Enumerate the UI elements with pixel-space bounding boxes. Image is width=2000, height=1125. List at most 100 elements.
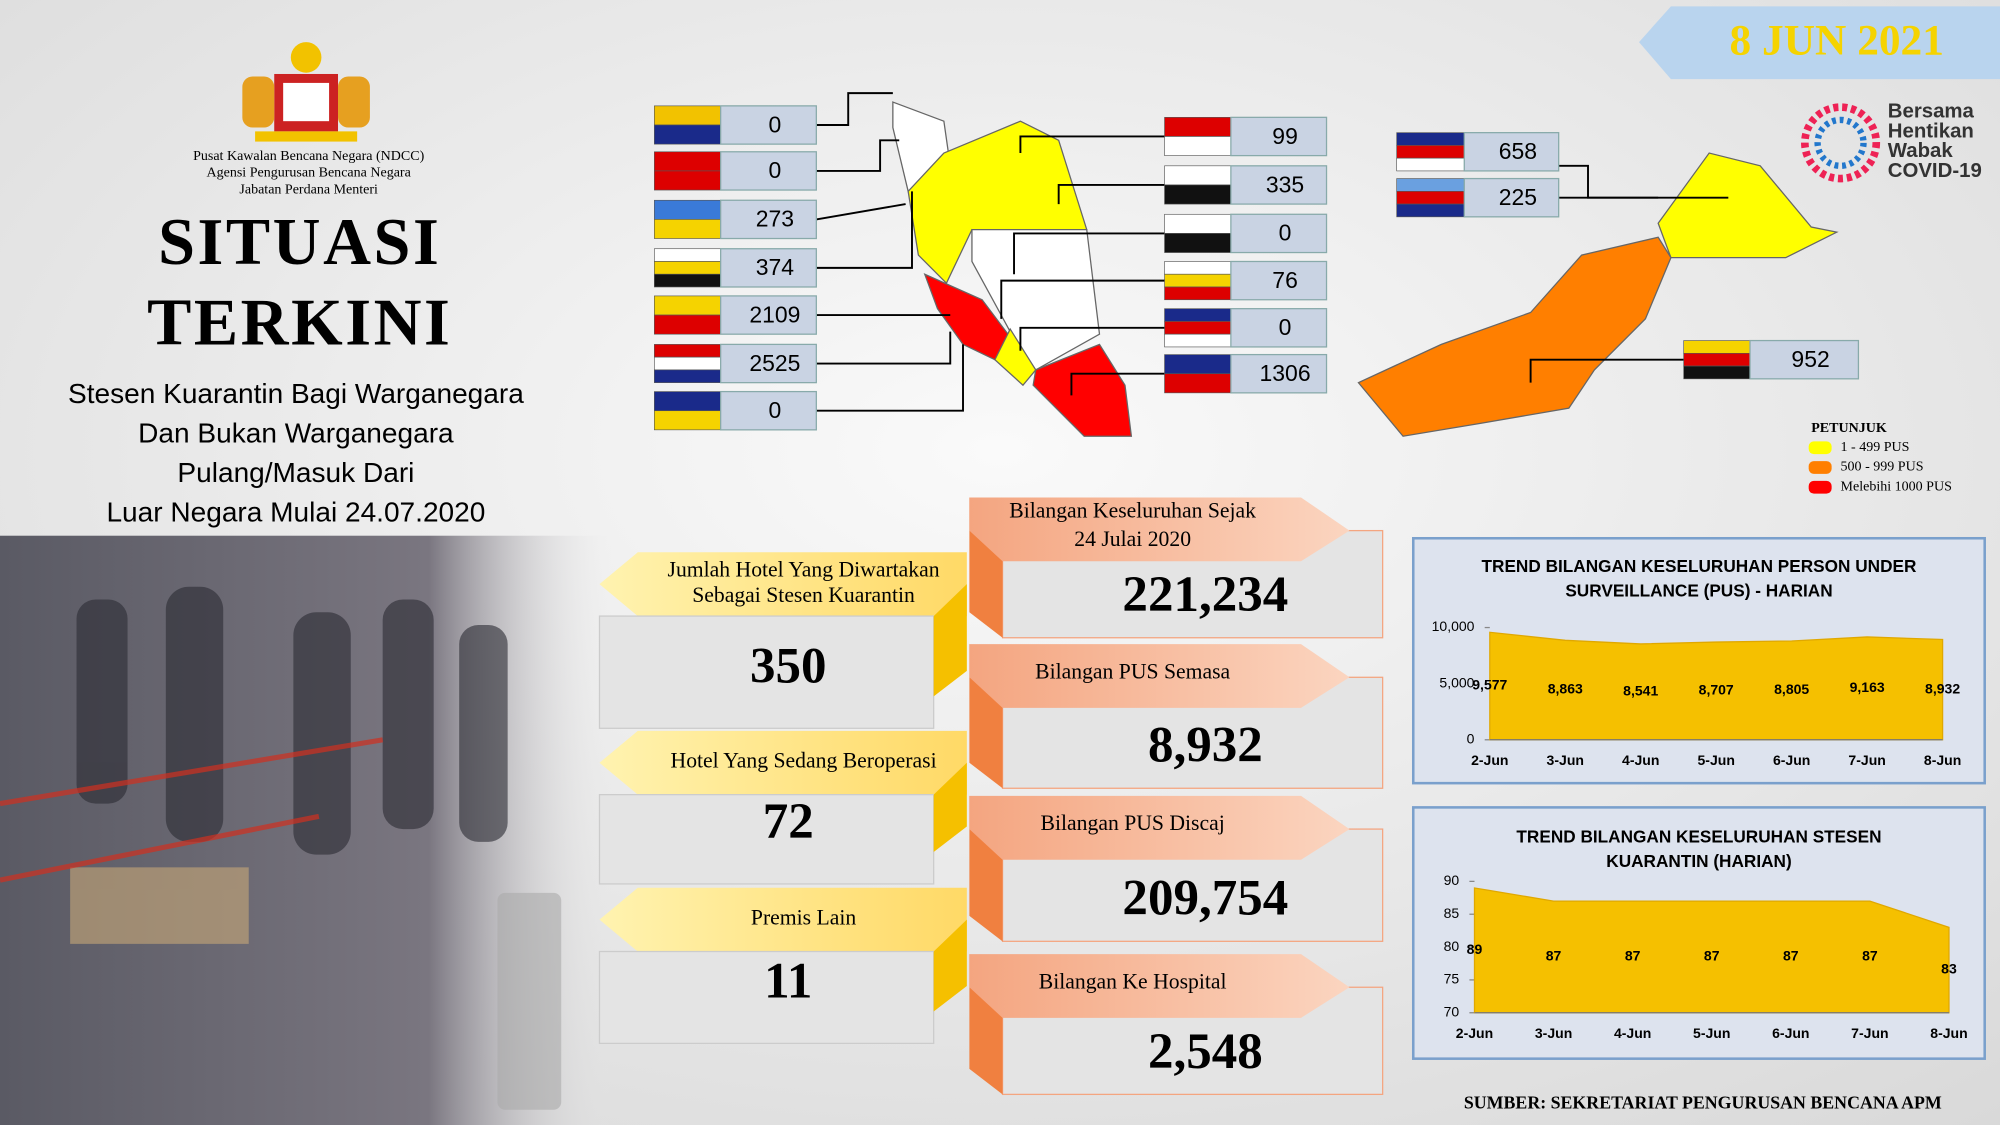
x-tick-label: 7-Jun bbox=[1848, 752, 1885, 768]
flag bbox=[1683, 352, 1751, 367]
flag bbox=[1164, 184, 1232, 205]
flag bbox=[654, 248, 721, 262]
data-label: 8,707 bbox=[1699, 682, 1734, 698]
stat-banner bbox=[599, 730, 967, 795]
y-tick-label: 0 bbox=[1467, 730, 1475, 746]
state-value: 225 bbox=[1499, 184, 1537, 210]
flag bbox=[654, 356, 721, 371]
state-value: 273 bbox=[756, 206, 794, 232]
logo-text: Hentikan bbox=[1888, 120, 1974, 142]
value-box bbox=[1230, 260, 1328, 301]
area bbox=[1473, 887, 1950, 1014]
y-tick-label: 75 bbox=[1444, 971, 1460, 987]
flag bbox=[1164, 233, 1232, 253]
stat-box bbox=[598, 794, 935, 885]
stat-value: 2,548 bbox=[1148, 1024, 1263, 1080]
y-tick-label: 10,000 bbox=[1432, 618, 1475, 634]
covid-logo-mark bbox=[1801, 103, 1881, 183]
flag bbox=[1396, 191, 1465, 205]
legend-swatch bbox=[1808, 480, 1832, 494]
legend-swatch bbox=[1808, 441, 1832, 455]
data-label: 8,541 bbox=[1623, 683, 1658, 699]
y-tick-label: 80 bbox=[1444, 938, 1460, 954]
stat-banner bbox=[969, 795, 1350, 860]
state-value: 2525 bbox=[749, 350, 800, 376]
flag bbox=[1164, 117, 1232, 137]
value-box bbox=[1463, 132, 1560, 172]
stat-banner bbox=[969, 644, 1350, 708]
x-tick-label: 4-Jun bbox=[1622, 752, 1659, 768]
stat-value: 209,754 bbox=[1122, 871, 1288, 927]
x-tick-label: 6-Jun bbox=[1772, 1025, 1809, 1041]
stat-label: Hotel Yang Sedang Beroperasi bbox=[671, 749, 937, 773]
flag bbox=[1164, 136, 1232, 156]
legend-swatch bbox=[1808, 461, 1832, 474]
stat-label: 24 Julai 2020 bbox=[1074, 527, 1191, 551]
state-value: 0 bbox=[1279, 220, 1292, 246]
area bbox=[1489, 631, 1944, 741]
flag bbox=[1164, 213, 1232, 234]
stat-label: Bilangan PUS Discaj bbox=[1041, 811, 1225, 835]
flag bbox=[654, 151, 721, 172]
stat-label: Jumlah Hotel Yang Diwartakan bbox=[668, 557, 940, 581]
data-label: 8,805 bbox=[1774, 681, 1809, 697]
connector bbox=[816, 92, 1729, 412]
y-tick-label: 85 bbox=[1444, 905, 1460, 921]
stat-label: Premis Lain bbox=[751, 906, 856, 930]
flag bbox=[654, 391, 721, 412]
legend-title: PETUNJUK bbox=[1811, 420, 1887, 436]
value-box bbox=[1230, 213, 1328, 254]
flag bbox=[1164, 286, 1232, 301]
state-value: 0 bbox=[768, 157, 781, 183]
x-tick-label: 4-Jun bbox=[1614, 1025, 1651, 1041]
value-box bbox=[720, 295, 817, 335]
stat-box bbox=[598, 615, 935, 729]
crest bbox=[242, 42, 370, 142]
logo-text: COVID-19 bbox=[1888, 160, 1982, 182]
stat-label: Bilangan PUS Semasa bbox=[1035, 659, 1230, 683]
value-box bbox=[1230, 308, 1328, 348]
date: 8 JUN 2021 bbox=[1730, 17, 1944, 65]
flag bbox=[654, 369, 721, 383]
value-box bbox=[1463, 177, 1560, 218]
state-value: 0 bbox=[768, 397, 781, 423]
x-tick-label: 8-Jun bbox=[1924, 752, 1961, 768]
flag bbox=[1164, 273, 1232, 288]
x-tick-label: 8-Jun bbox=[1930, 1025, 1967, 1041]
state-value: 0 bbox=[768, 111, 781, 137]
stat-banner bbox=[969, 497, 1350, 562]
state-value: 76 bbox=[1272, 267, 1298, 293]
state-value: 0 bbox=[1279, 314, 1292, 340]
state-value: 335 bbox=[1266, 171, 1304, 197]
flag bbox=[654, 261, 721, 275]
subtitle-line: Luar Negara Mulai 24.07.2020 bbox=[106, 496, 485, 527]
stat-value: 221,234 bbox=[1122, 567, 1288, 623]
flag bbox=[1164, 321, 1232, 335]
data-label: 87 bbox=[1625, 948, 1641, 964]
flag bbox=[1396, 178, 1465, 192]
x-tick-label: 7-Jun bbox=[1851, 1025, 1888, 1041]
value-box bbox=[1749, 339, 1860, 380]
legend-label: Melebihi 1000 PUS bbox=[1841, 478, 1952, 494]
flag bbox=[1164, 261, 1232, 275]
logo-text: Wabak bbox=[1888, 140, 1954, 162]
agency-line: Pusat Kawalan Bencana Negara (NDCC) bbox=[193, 148, 425, 164]
stat-box bbox=[598, 950, 935, 1045]
value-box bbox=[720, 390, 817, 431]
y-tick-label: 90 bbox=[1444, 872, 1460, 888]
y-tick-label: 70 bbox=[1444, 1003, 1460, 1019]
stat-banner bbox=[969, 954, 1350, 1018]
flag bbox=[1683, 365, 1751, 380]
x-tick-label: 5-Jun bbox=[1693, 1025, 1730, 1041]
flag bbox=[654, 124, 721, 145]
data-label: 87 bbox=[1546, 948, 1562, 964]
stat-banner bbox=[599, 552, 967, 617]
value-box bbox=[720, 199, 817, 240]
chart-title: SURVEILLANCE (PUS) - HARIAN bbox=[1565, 580, 1832, 600]
flag bbox=[654, 314, 721, 335]
value-box bbox=[1230, 165, 1328, 205]
data-label: 87 bbox=[1862, 948, 1878, 964]
value-box bbox=[1230, 353, 1328, 394]
stat-label: Sebagai Stesen Kuarantin bbox=[692, 583, 915, 607]
